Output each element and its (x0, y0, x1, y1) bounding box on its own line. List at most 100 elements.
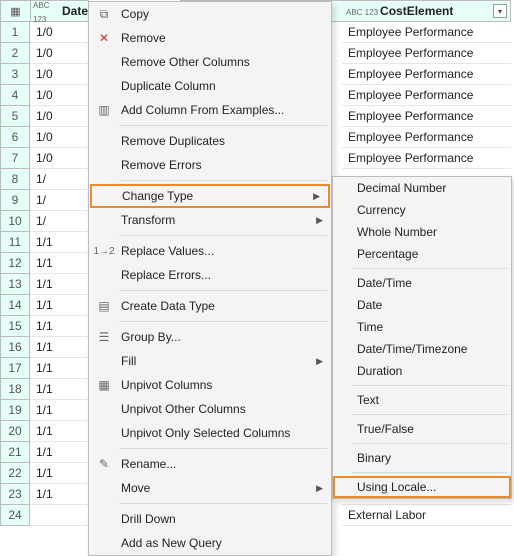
date-cell[interactable]: 1/1 (30, 400, 89, 421)
add-column-icon: ▥ (95, 103, 113, 117)
filter-dropdown-icon[interactable]: ▾ (493, 4, 507, 18)
row-number[interactable]: 12 (0, 253, 30, 274)
menu-drill-down[interactable]: Drill Down (89, 507, 331, 531)
type-using-locale[interactable]: Using Locale... (333, 476, 511, 498)
menu-add-new-query[interactable]: Add as New Query (89, 531, 331, 555)
row-number[interactable]: 24 (0, 505, 30, 526)
menu-duplicate[interactable]: Duplicate Column (89, 74, 331, 98)
row-number[interactable]: 16 (0, 337, 30, 358)
row-number[interactable]: 17 (0, 358, 30, 379)
cost-cell[interactable]: Employee Performance (342, 43, 511, 64)
row-number[interactable]: 4 (0, 85, 30, 106)
date-cell[interactable]: 1/0 (30, 43, 89, 64)
type-whole[interactable]: Whole Number (333, 221, 511, 243)
menu-replace-errors[interactable]: Replace Errors... (89, 263, 331, 287)
menu-unpivot-other[interactable]: Unpivot Other Columns (89, 397, 331, 421)
remove-icon: ✕ (95, 31, 113, 45)
type-binary[interactable]: Binary (333, 447, 511, 469)
column-header-date[interactable]: ABC 123 Date (30, 0, 89, 22)
row-number[interactable]: 10 (0, 211, 30, 232)
cost-cell[interactable]: Employee Performance (342, 22, 511, 43)
menu-replace-values[interactable]: 1→2Replace Values... (89, 239, 331, 263)
menu-unpivot-selected[interactable]: Unpivot Only Selected Columns (89, 421, 331, 445)
column-header-costelement[interactable]: ABC 123 CostElement ▾ (342, 0, 511, 22)
select-all-corner[interactable]: ▦ (0, 0, 30, 22)
cost-cell[interactable]: External Labor (342, 505, 511, 526)
menu-copy[interactable]: ⧉Copy (89, 2, 331, 26)
date-cell[interactable] (30, 505, 89, 526)
row-number[interactable]: 13 (0, 274, 30, 295)
date-cell[interactable]: 1/1 (30, 442, 89, 463)
date-cell[interactable]: 1/1 (30, 295, 89, 316)
type-currency[interactable]: Currency (333, 199, 511, 221)
row-number[interactable]: 3 (0, 64, 30, 85)
submenu-arrow-icon: ▶ (313, 191, 320, 202)
date-cell[interactable]: 1/ (30, 190, 89, 211)
date-cell[interactable]: 1/1 (30, 379, 89, 400)
menu-group-by[interactable]: ☰Group By... (89, 325, 331, 349)
type-time[interactable]: Time (333, 316, 511, 338)
menu-add-examples[interactable]: ▥Add Column From Examples... (89, 98, 331, 122)
date-cell[interactable]: 1/1 (30, 274, 89, 295)
type-truefalse[interactable]: True/False (333, 418, 511, 440)
row-number[interactable]: 2 (0, 43, 30, 64)
date-cell[interactable]: 1/0 (30, 106, 89, 127)
date-cell[interactable]: 1/0 (30, 64, 89, 85)
date-cell[interactable]: 1/1 (30, 316, 89, 337)
type-date[interactable]: Date (333, 294, 511, 316)
menu-move[interactable]: Move▶ (89, 476, 331, 500)
type-duration[interactable]: Duration (333, 360, 511, 382)
cost-cell[interactable]: Employee Performance (342, 106, 511, 127)
row-number[interactable]: 15 (0, 316, 30, 337)
menu-remove[interactable]: ✕Remove (89, 26, 331, 50)
datatype-icon: ▤ (95, 299, 113, 313)
cost-cell[interactable]: Employee Performance (342, 148, 511, 169)
menu-create-datatype[interactable]: ▤Create Data Type (89, 294, 331, 318)
date-cell[interactable]: 1/0 (30, 22, 89, 43)
date-cell[interactable]: 1/1 (30, 358, 89, 379)
menu-fill[interactable]: Fill▶ (89, 349, 331, 373)
type-text[interactable]: Text (333, 389, 511, 411)
row-number[interactable]: 6 (0, 127, 30, 148)
date-cell[interactable]: 1/1 (30, 232, 89, 253)
menu-unpivot[interactable]: ▦Unpivot Columns (89, 373, 331, 397)
date-cell[interactable]: 1/0 (30, 85, 89, 106)
row-number[interactable]: 18 (0, 379, 30, 400)
row-number[interactable]: 21 (0, 442, 30, 463)
row-number[interactable]: 23 (0, 484, 30, 505)
row-number[interactable]: 20 (0, 421, 30, 442)
row-number[interactable]: 7 (0, 148, 30, 169)
row-number[interactable]: 8 (0, 169, 30, 190)
menu-remove-other[interactable]: Remove Other Columns (89, 50, 331, 74)
row-number[interactable]: 5 (0, 106, 30, 127)
date-cell[interactable]: 1/1 (30, 463, 89, 484)
row-number[interactable]: 22 (0, 463, 30, 484)
menu-change-type[interactable]: Change Type▶ (90, 184, 330, 208)
menu-remove-errors[interactable]: Remove Errors (89, 153, 331, 177)
row-number[interactable]: 19 (0, 400, 30, 421)
submenu-arrow-icon: ▶ (316, 215, 323, 226)
date-cell[interactable]: 1/1 (30, 253, 89, 274)
date-cell[interactable]: 1/ (30, 169, 89, 190)
date-cell[interactable]: 1/1 (30, 337, 89, 358)
menu-rename[interactable]: ✎Rename... (89, 452, 331, 476)
cost-cell[interactable]: Employee Performance (342, 127, 511, 148)
date-cell[interactable]: 1/1 (30, 484, 89, 505)
cost-cell[interactable]: Employee Performance (342, 64, 511, 85)
date-cell[interactable]: 1/0 (30, 148, 89, 169)
menu-transform[interactable]: Transform▶ (89, 208, 331, 232)
type-datetime[interactable]: Date/Time (333, 272, 511, 294)
row-number[interactable]: 9 (0, 190, 30, 211)
row-number[interactable]: 14 (0, 295, 30, 316)
rename-icon: ✎ (95, 457, 113, 471)
row-number[interactable]: 1 (0, 22, 30, 43)
cost-cell[interactable]: Employee Performance (342, 85, 511, 106)
date-cell[interactable]: 1/ (30, 211, 89, 232)
date-cell[interactable]: 1/1 (30, 421, 89, 442)
date-cell[interactable]: 1/0 (30, 127, 89, 148)
type-percentage[interactable]: Percentage (333, 243, 511, 265)
menu-remove-duplicates[interactable]: Remove Duplicates (89, 129, 331, 153)
type-decimal[interactable]: Decimal Number (333, 177, 511, 199)
row-number[interactable]: 11 (0, 232, 30, 253)
type-datetime-tz[interactable]: Date/Time/Timezone (333, 338, 511, 360)
